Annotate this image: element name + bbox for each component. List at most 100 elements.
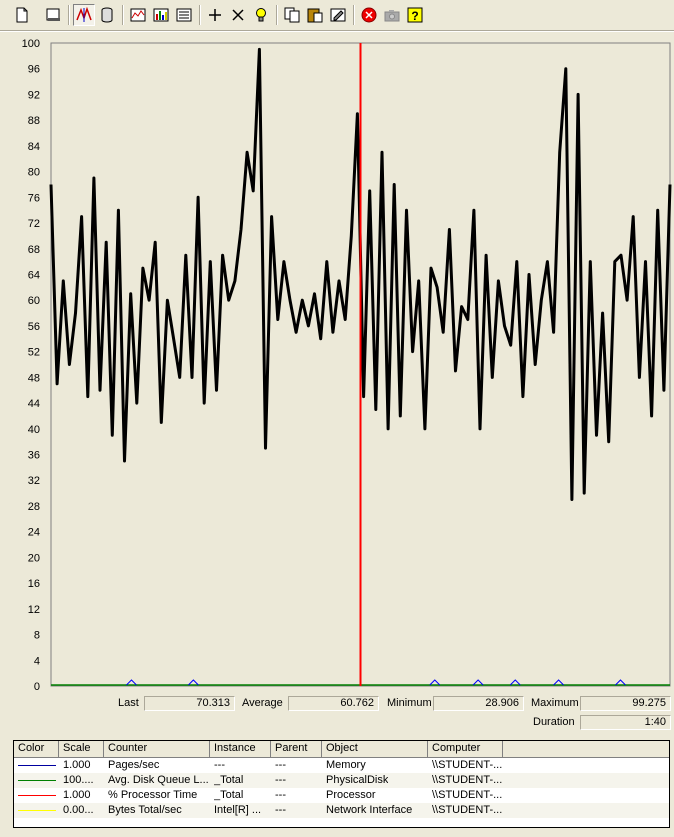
graph-icon: [130, 8, 146, 22]
add-counter-button[interactable]: [204, 4, 226, 26]
column-header-parent[interactable]: Parent: [271, 741, 322, 757]
last-value: 70.313: [144, 696, 235, 711]
series-spike-pages-sec: [472, 679, 484, 686]
y-tick-label: 28: [28, 501, 40, 513]
cell-parent: ---: [275, 804, 286, 816]
histogram-icon: [153, 8, 169, 22]
column-header-scale[interactable]: Scale: [59, 741, 104, 757]
cell-counter: Bytes Total/sec: [108, 804, 182, 816]
y-tick-label: 56: [28, 321, 40, 333]
properties-icon: [330, 8, 346, 22]
cell-object: Network Interface: [326, 804, 413, 816]
cell-instance: ---: [214, 759, 225, 771]
series-spike-pages-sec: [126, 679, 137, 686]
column-header-instance[interactable]: Instance: [210, 741, 271, 757]
y-tick-label: 40: [28, 424, 40, 436]
color-swatch: [18, 795, 56, 796]
y-tick-label: 88: [28, 115, 40, 127]
cell-parent: ---: [275, 759, 286, 771]
new-counter-set-button[interactable]: [11, 4, 33, 26]
average-value: 60.762: [288, 696, 379, 711]
highlight-button[interactable]: [250, 4, 272, 26]
color-swatch: [18, 810, 56, 811]
cell-computer: \\STUDENT-...: [432, 789, 503, 801]
toolbar: ?: [0, 0, 674, 32]
cell-scale: 1.000: [63, 789, 91, 801]
y-tick-label: 100: [22, 38, 40, 50]
y-tick-label: 4: [34, 655, 40, 667]
color-swatch: [18, 765, 56, 766]
delete-counter-button[interactable]: [227, 4, 249, 26]
y-tick-label: 8: [34, 630, 40, 642]
y-tick-label: 36: [28, 450, 40, 462]
plus-icon: [209, 9, 221, 21]
view-log-data-button[interactable]: [96, 4, 118, 26]
series-spike-pages-sec: [509, 679, 521, 686]
table-row[interactable]: 0.00... Bytes Total/sec Intel[R] ... --- Net…: [14, 803, 669, 818]
copy-icon: [284, 7, 300, 23]
update-data-button[interactable]: [381, 4, 403, 26]
average-label: Average: [242, 697, 283, 709]
cell-counter: Pages/sec: [108, 759, 160, 771]
properties-button[interactable]: [327, 4, 349, 26]
y-tick-label: 76: [28, 192, 40, 204]
table-body: 1.000 Pages/sec --- --- Memory \\STUDENT-... 1…: [14, 758, 669, 818]
cell-instance: _Total: [214, 789, 244, 801]
cell-scale: 100....: [63, 774, 94, 786]
minimum-label: Minimum: [387, 697, 432, 709]
y-tick-label: 20: [28, 552, 40, 564]
y-tick-label: 60: [28, 295, 40, 307]
series-spike-pages-sec: [188, 679, 199, 686]
y-tick-label: 24: [28, 527, 40, 539]
color-swatch: [18, 780, 56, 781]
y-tick-label: 0: [34, 681, 40, 691]
duration-label: Duration: [533, 716, 575, 728]
series-spike-pages-sec: [429, 679, 441, 686]
camera-icon: [384, 10, 400, 22]
view-report-button[interactable]: [173, 4, 195, 26]
cell-object: Processor: [326, 789, 376, 801]
y-tick-label: 72: [28, 218, 40, 230]
table-row[interactable]: 1.000 Pages/sec --- --- Memory \\STUDENT-...: [14, 758, 669, 773]
report-icon: [176, 8, 192, 22]
column-header-computer[interactable]: Computer: [428, 741, 503, 757]
maximum-value: 99.275: [580, 696, 671, 711]
clear-display-button[interactable]: [42, 4, 64, 26]
cell-parent: ---: [275, 774, 286, 786]
cell-parent: ---: [275, 789, 286, 801]
table-row[interactable]: 100.... Avg. Disk Queue L... _Total --- Phys…: [14, 773, 669, 788]
cell-computer: \\STUDENT-...: [432, 804, 503, 816]
y-tick-label: 80: [28, 167, 40, 179]
table-header: Color Scale Counter Instance Parent Obje…: [14, 741, 669, 758]
y-tick-label: 64: [28, 269, 40, 281]
cell-scale: 1.000: [63, 759, 91, 771]
paste-icon: [307, 8, 323, 23]
cell-instance: Intel[R] ...: [214, 804, 262, 816]
current-activity-icon: [76, 6, 92, 22]
stop-icon: [361, 7, 377, 23]
freeze-display-button[interactable]: [358, 4, 380, 26]
cell-object: PhysicalDisk: [326, 774, 389, 786]
help-button[interactable]: ?: [404, 4, 426, 26]
series-spike-pages-sec: [553, 679, 564, 686]
view-graph-button[interactable]: [127, 4, 149, 26]
copy-properties-button[interactable]: [281, 4, 303, 26]
column-header-counter[interactable]: Counter: [104, 741, 210, 757]
y-tick-label: 48: [28, 372, 40, 384]
table-row[interactable]: 1.000 % Processor Time _Total --- Processor \…: [14, 788, 669, 803]
y-tick-label: 12: [28, 604, 40, 616]
x-icon: [232, 9, 244, 21]
counter-list[interactable]: Color Scale Counter Instance Parent Obje…: [13, 740, 670, 828]
series-spike-pages-sec: [615, 679, 626, 686]
paste-counter-list-button[interactable]: [304, 4, 326, 26]
column-header-object[interactable]: Object: [322, 741, 428, 757]
graph-panel: 0 4 8 12 16 20 24 28 32 36 40 44 48 52 56 60 64 68 72 76 80 8…: [0, 31, 674, 693]
svg-text:?: ?: [411, 9, 418, 23]
lightbulb-icon: [256, 8, 266, 22]
column-header-color[interactable]: Color: [14, 741, 59, 757]
help-icon: ?: [407, 7, 423, 23]
y-tick-label: 32: [28, 475, 40, 487]
last-label: Last: [118, 697, 139, 709]
view-current-activity-button[interactable]: [73, 4, 95, 26]
view-histogram-button[interactable]: [150, 4, 172, 26]
